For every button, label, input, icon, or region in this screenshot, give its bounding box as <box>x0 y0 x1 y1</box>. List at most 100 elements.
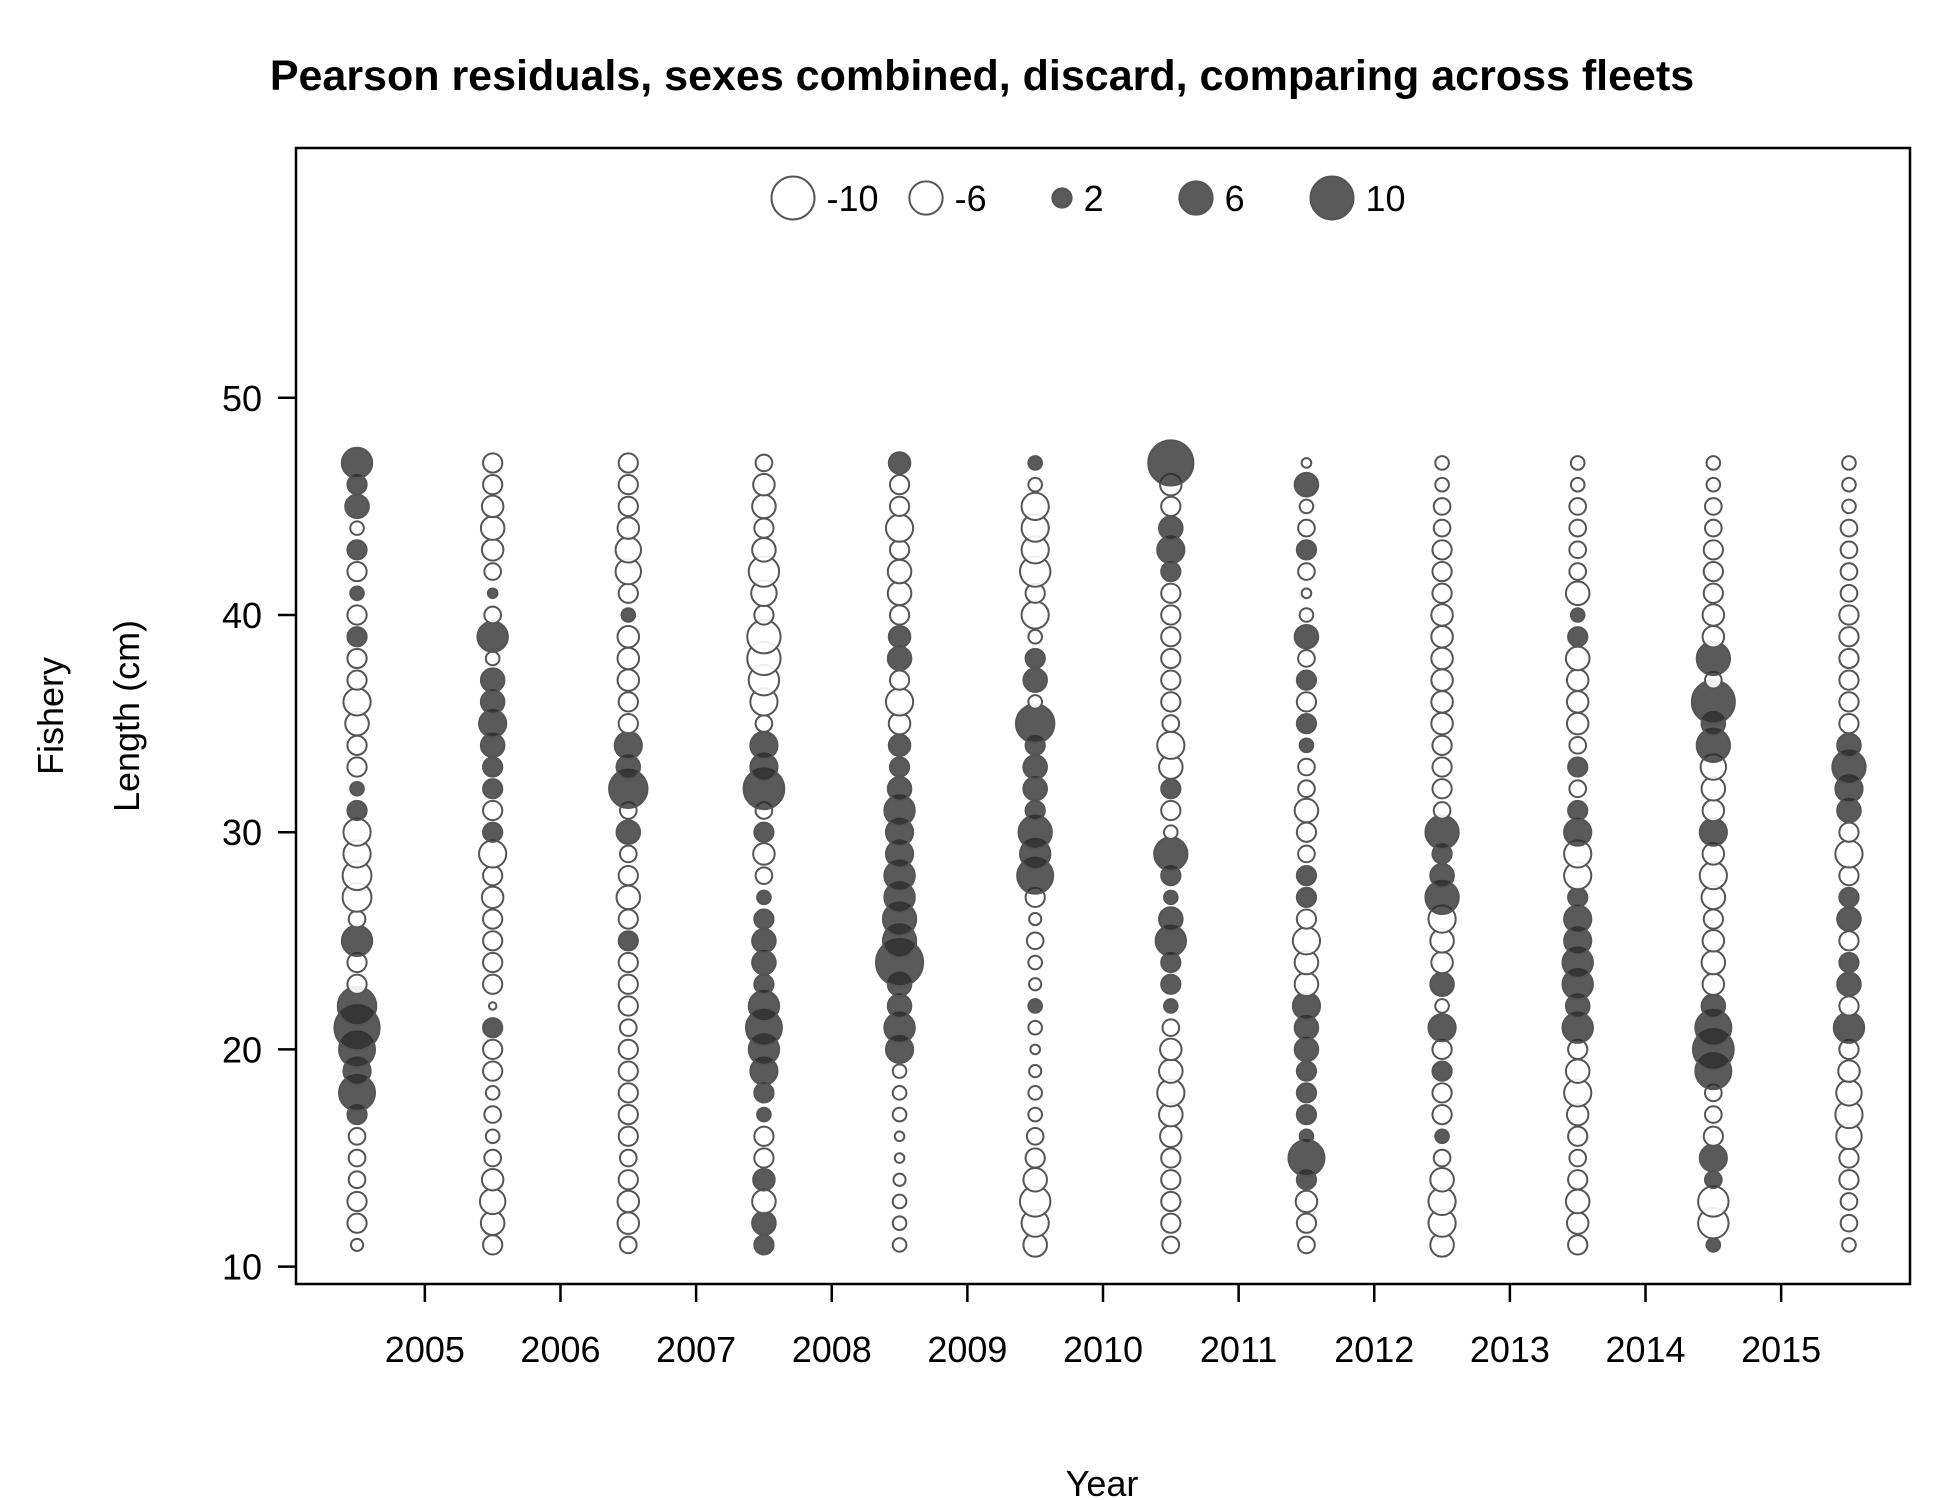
bubble-2015.5-26 <box>1836 906 1862 932</box>
bubble-2008.5-45 <box>888 495 911 518</box>
bubble-2006.5-44 <box>616 516 641 540</box>
bubble-2004.5-30 <box>342 817 372 847</box>
bubble-2007.5-43 <box>751 537 777 563</box>
bubble-2004.5-43 <box>346 539 368 561</box>
y-tick-label-20: 20 <box>222 1029 262 1070</box>
bubble-2013.5-42 <box>1568 562 1588 581</box>
bubble-2013.5-38 <box>1564 645 1591 672</box>
x-tick-label-2007: 2007 <box>656 1329 736 1370</box>
y-axis-label-line2: Length (cm) <box>106 620 147 812</box>
bubble-2005.5-24 <box>482 951 504 974</box>
bubble-2012.5-38 <box>1430 646 1454 671</box>
bubble-2009.5-14 <box>1022 1166 1048 1193</box>
bubble-2005.5-46 <box>482 474 504 496</box>
bubble-2012.5-15 <box>1432 1148 1452 1168</box>
bubble-2007.5-22 <box>747 989 781 1023</box>
bubble-2005.5-26 <box>482 908 504 930</box>
bubble-2010.5-19 <box>1158 1058 1184 1084</box>
bubble-2005.5-30 <box>482 821 504 843</box>
bubble-2009.5-33 <box>1022 754 1048 780</box>
bubble-2010.5-31 <box>1160 799 1182 822</box>
bubble-2007.5-16 <box>753 1125 775 1147</box>
bubble-2011.5-11 <box>1297 1235 1316 1255</box>
bubble-2008.5-46 <box>888 474 911 496</box>
bubble-2007.5-29 <box>752 842 776 866</box>
bubble-2015.5-45 <box>1841 498 1857 515</box>
bubble-2013.5-35 <box>1565 711 1590 736</box>
bubble-2008.5-11 <box>891 1237 908 1253</box>
bubble-2005.5-47 <box>482 452 504 474</box>
legend-bubble-6 <box>1178 180 1214 216</box>
bubble-2010.5-37 <box>1160 669 1182 691</box>
bubble-2010.5-20 <box>1159 1037 1183 1062</box>
bubble-2005.5-36 <box>479 689 506 715</box>
bubble-2015.5-40 <box>1838 604 1860 626</box>
bubble-2015.5-25 <box>1838 930 1860 952</box>
bubble-2007.5-26 <box>753 908 775 930</box>
bubble-2010.5-45 <box>1160 495 1182 518</box>
bubble-2012.5-35 <box>1430 711 1454 736</box>
bubble-2012.5-39 <box>1430 624 1454 649</box>
bubble-2007.5-35 <box>754 714 774 733</box>
bubble-2014.5-39 <box>1701 624 1726 649</box>
bubble-2008.5-39 <box>887 624 912 649</box>
bubble-2015.5-38 <box>1838 647 1860 670</box>
bubble-2011.5-26 <box>1295 908 1318 930</box>
bubble-2005.5-21 <box>482 1017 504 1039</box>
bubble-2011.5-37 <box>1295 669 1318 691</box>
bubble-2011.5-23 <box>1293 971 1320 998</box>
bubble-2006.5-20 <box>617 1038 639 1061</box>
bubble-2011.5-39 <box>1293 623 1320 650</box>
bubble-2012.5-46 <box>1434 476 1450 493</box>
bubble-2013.5-46 <box>1569 476 1586 493</box>
bubble-2014.5-44 <box>1704 518 1723 538</box>
bubble-2009.5-46 <box>1027 476 1043 493</box>
bubble-2012.5-41 <box>1431 582 1453 604</box>
bubble-2007.5-24 <box>751 949 777 976</box>
bubble-2005.5-22 <box>487 1001 498 1011</box>
bubble-2008.5-36 <box>884 687 915 717</box>
bubble-2004.5-36 <box>342 687 372 717</box>
bubble-2012.5-34 <box>1431 734 1453 756</box>
bubble-2011.5-13 <box>1294 1189 1319 1214</box>
bubble-2014.5-24 <box>1700 949 1727 976</box>
bubble-2012.5-36 <box>1430 690 1454 714</box>
bubble-2010.5-12 <box>1160 1212 1182 1234</box>
bubble-2006.5-45 <box>617 495 639 518</box>
bubble-2005.5-42 <box>483 562 502 581</box>
y-tick-label-50: 50 <box>222 378 262 419</box>
bubble-2006.5-39 <box>616 624 641 649</box>
y-tick-label-30: 30 <box>222 812 262 853</box>
bubble-2013.5-47 <box>1569 455 1586 471</box>
bubble-2010.5-40 <box>1160 604 1182 626</box>
bubble-2011.5-28 <box>1295 865 1318 887</box>
legend: -10 -6 2 6 10 <box>770 175 1406 221</box>
legend-bubble--10 <box>770 175 816 221</box>
bubble-2011.5-31 <box>1293 797 1320 824</box>
bubble-2007.5-27 <box>756 889 772 906</box>
bubble-2006.5-41 <box>617 582 639 604</box>
bubble-2010.5-14 <box>1160 1169 1182 1191</box>
bubble-2015.5-44 <box>1839 518 1859 538</box>
plot-frame <box>294 146 1912 1286</box>
bubble-2009.5-36 <box>1027 694 1043 710</box>
bubble-2005.5-41 <box>486 587 499 600</box>
bubble-2006.5-23 <box>617 973 639 995</box>
bubble-2014.5-43 <box>1702 539 1724 561</box>
bubble-2005.5-38 <box>484 650 501 667</box>
bubble-2006.5-18 <box>617 1082 639 1104</box>
bubble-2015.5-13 <box>1839 1192 1859 1211</box>
bubble-2010.5-11 <box>1161 1235 1181 1255</box>
bubble-2011.5-15 <box>1287 1139 1326 1178</box>
bubble-2015.5-46 <box>1841 476 1857 493</box>
bubble-2012.5-40 <box>1430 603 1454 627</box>
bubble-2004.5-26 <box>347 909 367 929</box>
bubble-2006.5-46 <box>617 474 639 496</box>
bubble-2014.5-40 <box>1701 603 1726 627</box>
bubble-2007.5-47 <box>754 453 774 473</box>
bubble-2005.5-33 <box>482 756 504 778</box>
bubble-2008.5-14 <box>892 1172 907 1187</box>
bubble-2006.5-13 <box>616 1189 641 1214</box>
bubble-2015.5-35 <box>1838 712 1860 735</box>
bubble-2011.5-18 <box>1295 1082 1318 1104</box>
